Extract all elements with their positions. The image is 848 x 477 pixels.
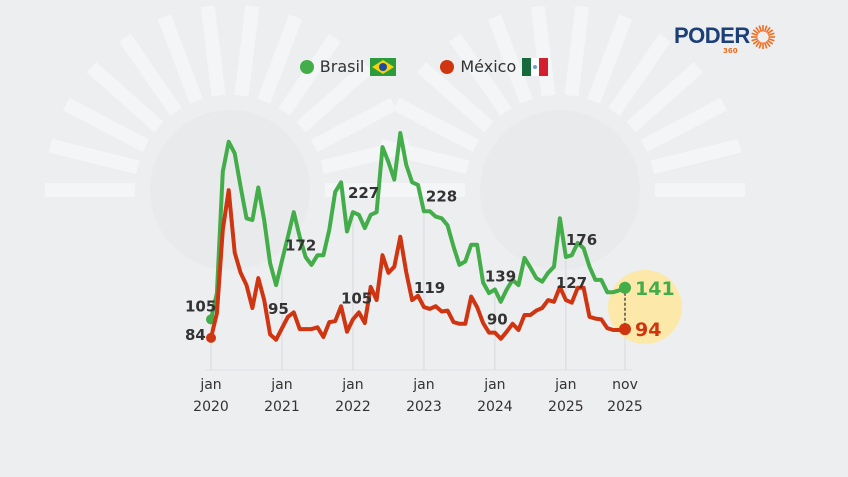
x-tick-label-year: 2024 (477, 399, 513, 415)
decoration-ray (626, 62, 704, 133)
logo-text: PODER (674, 23, 750, 48)
decoration-ray (608, 33, 671, 116)
x-tick-label-month: jan (199, 377, 221, 393)
data-label: 127 (556, 274, 587, 292)
x-tick-label-month: nov (612, 377, 638, 393)
x-tick-label-month: jan (483, 377, 505, 393)
decoration-ray (200, 5, 226, 97)
decoration-ray (157, 14, 203, 104)
brasil-dot-icon (299, 59, 314, 74)
decoration-disc (480, 110, 640, 270)
x-tick-label-year: 2022 (335, 399, 371, 415)
sun-ray (763, 41, 768, 49)
mexico-dot-icon (440, 59, 455, 74)
data-label: 227 (348, 184, 379, 202)
end-point-brasil (619, 281, 631, 294)
legend-item-brasil: Brasil (299, 57, 397, 76)
decoration-ray (86, 62, 164, 133)
sun-ray (751, 32, 758, 37)
end-value-label-brasil: 141 (635, 278, 675, 300)
background-sunburst-decoration (45, 5, 745, 270)
legend: Brasil México (0, 57, 848, 76)
x-tick-label-month: jan (270, 377, 292, 393)
decoration-ray (650, 138, 742, 175)
decoration-ray (416, 62, 494, 133)
sun-ray (758, 25, 762, 33)
decoration-ray (564, 5, 590, 97)
decoration-ray (296, 62, 374, 133)
x-tick-label-year: 2021 (264, 399, 300, 415)
data-label: 105 (341, 289, 372, 307)
x-tick-label-month: jan (341, 377, 363, 393)
decoration-ray (530, 5, 556, 97)
decoration-ray (234, 5, 260, 97)
sun-ray (751, 37, 758, 42)
decoration-ray (640, 97, 728, 153)
x-axis-ticks: jan 2020 jan 2021 jan 2022 jan 2023 jan 2024 jan 20… (193, 377, 643, 415)
decoration-ray (487, 14, 533, 104)
decoration-ray (587, 14, 633, 104)
legend-label-brasil: Brasil (319, 57, 365, 76)
sun-ray (765, 26, 771, 34)
end-point-mexico (619, 323, 631, 336)
sun-ray (765, 40, 771, 48)
x-tick-label-month: jan (412, 377, 434, 393)
mexico-flag-icon (522, 57, 549, 76)
data-label: 105 (185, 297, 216, 315)
data-label: 84 (185, 326, 206, 344)
data-label: 119 (414, 279, 445, 297)
data-label: 172 (285, 237, 316, 255)
poder360-logo: PODER 360 (674, 23, 776, 55)
sun-ray (763, 25, 768, 33)
x-tick-label-year: 2023 (406, 399, 442, 415)
brazil-flag-icon (370, 57, 397, 76)
sun-ray (752, 29, 759, 35)
series-line-brasil (209, 131, 627, 322)
decoration-ray (278, 33, 341, 116)
decoration-ray (310, 97, 398, 153)
sun-ray (755, 26, 761, 34)
data-labels: 105 172 227 228 139 176 141 84 95 105 119 90 127 94 (185, 184, 675, 344)
series-lines (206, 131, 631, 343)
decoration-ray (378, 138, 470, 175)
data-label: 90 (487, 311, 508, 329)
decoration-ray (62, 97, 150, 153)
data-label: 228 (426, 187, 457, 205)
x-tick-label-year: 2025 (607, 399, 643, 415)
sun-ray (767, 32, 775, 37)
legend-item-mexico: México (440, 57, 549, 76)
x-tick-label-year: 2025 (548, 399, 584, 415)
sun-icon (750, 25, 775, 49)
sun-ray (767, 37, 775, 42)
sun-ray (758, 41, 762, 49)
x-tick-label-year: 2020 (193, 399, 229, 415)
logo-sub: 360 (723, 47, 738, 55)
sun-ray (752, 39, 759, 45)
sun-ray (766, 39, 773, 45)
series-line-mexico (209, 188, 627, 342)
decoration-ray (48, 138, 140, 175)
decoration-ray (257, 14, 303, 104)
sun-ray (755, 40, 761, 48)
start-point-mexico (206, 332, 216, 343)
legend-label-mexico: México (460, 57, 517, 76)
data-label: 176 (566, 231, 597, 249)
end-value-label-mexico: 94 (635, 319, 661, 341)
x-tick-label-month: jan (554, 377, 576, 393)
sun-ray (766, 29, 773, 35)
decoration-ray (449, 33, 512, 116)
data-label: 139 (485, 268, 516, 286)
data-label: 95 (268, 300, 289, 318)
decoration-ray (119, 33, 182, 116)
decoration-ray (392, 97, 480, 153)
